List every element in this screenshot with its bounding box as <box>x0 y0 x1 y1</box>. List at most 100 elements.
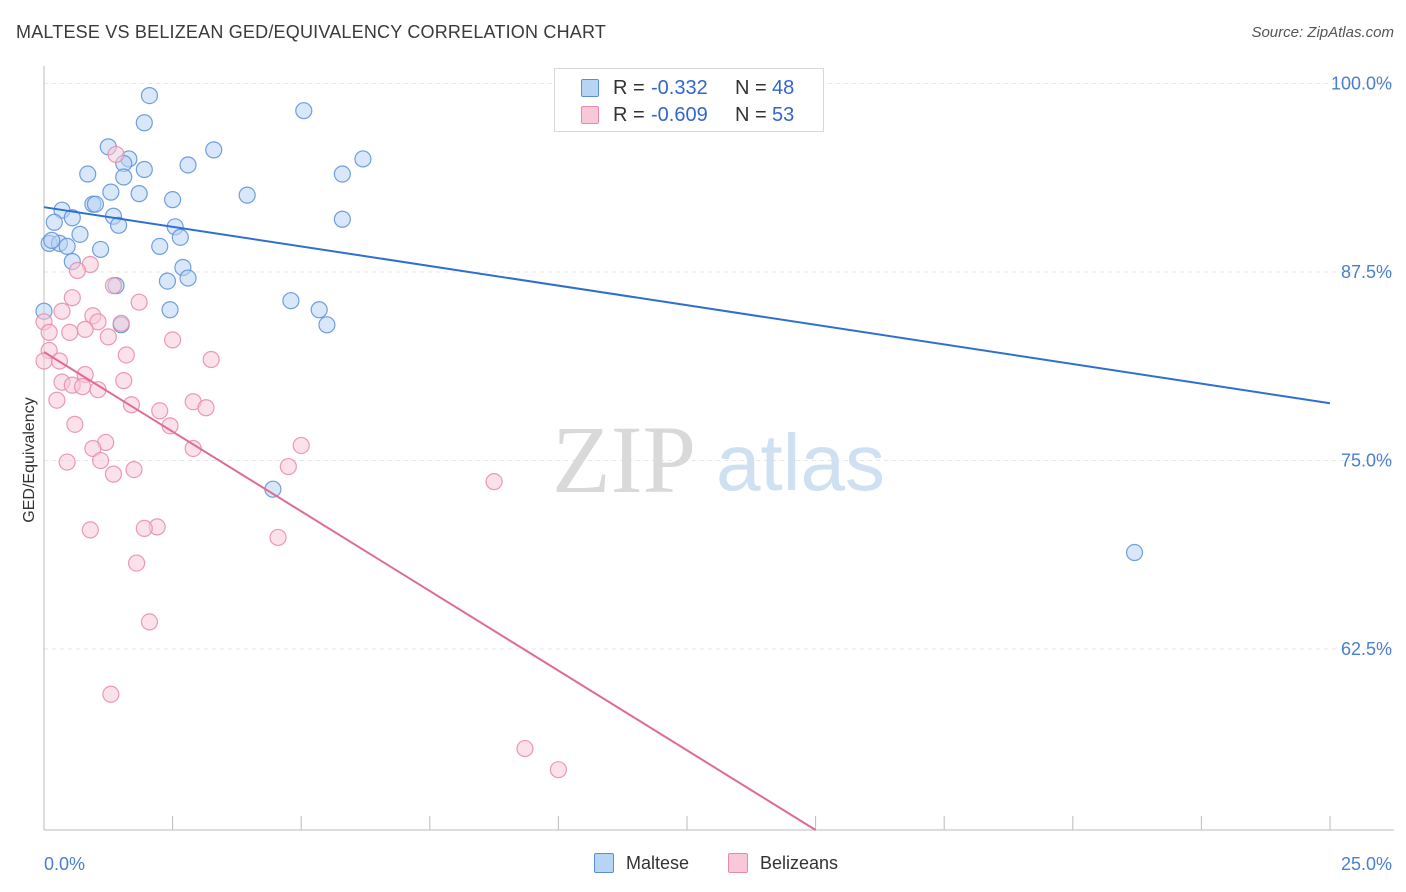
stats-legend: R = -0.332 N = 48 R = -0.609 N = 53 <box>554 68 824 132</box>
data-point <box>202 350 220 369</box>
data-point <box>84 439 102 458</box>
watermark-atlas: atlas <box>716 418 885 507</box>
data-point <box>91 240 110 259</box>
data-point <box>63 289 81 307</box>
source-label: Source: ZipAtlas.com <box>1251 24 1394 41</box>
data-point <box>66 415 84 433</box>
data-point <box>53 302 71 320</box>
data-point <box>89 313 107 331</box>
data-point <box>81 521 99 539</box>
data-point <box>107 145 125 164</box>
data-point <box>516 739 534 758</box>
data-point <box>45 213 63 231</box>
data-point <box>48 391 66 409</box>
belizeans-swatch <box>581 106 599 124</box>
data-point <box>151 402 169 420</box>
y-tick-label: 62.5% <box>1341 639 1392 659</box>
y-tick-label: 75.0% <box>1341 451 1392 471</box>
data-point <box>125 460 143 479</box>
data-point <box>269 528 287 547</box>
data-point <box>310 301 328 319</box>
data-point <box>115 372 133 390</box>
data-point <box>158 272 177 290</box>
data-point <box>86 195 105 213</box>
data-point <box>279 457 297 476</box>
x-tick-label: 25.0% <box>1341 854 1392 874</box>
watermark-zip: ZIP <box>552 406 696 513</box>
tick-labels: 62.5% 75.0% 87.5% 100.0% 0.0% 25.0% <box>44 74 1392 874</box>
belizeans-swatch <box>728 853 748 873</box>
data-point <box>164 331 182 349</box>
trend-lines <box>43 206 1331 831</box>
data-point <box>171 228 189 246</box>
data-point <box>102 685 120 703</box>
data-point <box>161 301 179 319</box>
y-tick-label: 87.5% <box>1341 262 1392 282</box>
data-point <box>99 328 117 346</box>
data-point <box>40 323 58 341</box>
maltese-swatch <box>594 853 614 873</box>
data-point <box>179 156 197 174</box>
data-point <box>318 316 336 334</box>
data-point <box>115 168 133 186</box>
gridlines <box>44 83 1394 650</box>
data-point <box>485 473 503 491</box>
data-point <box>58 237 76 256</box>
maltese-swatch <box>581 79 599 97</box>
n-label: N = <box>735 104 767 126</box>
data-point <box>333 210 351 228</box>
data-point <box>549 761 568 779</box>
data-point <box>112 314 130 332</box>
r-label: R = <box>613 77 645 99</box>
chart-title: MALTESE VS BELIZEAN GED/EQUIVALENCY CORR… <box>16 22 607 42</box>
data-point <box>292 436 310 455</box>
watermark: ZIP atlas <box>552 406 885 513</box>
data-point <box>63 209 81 227</box>
series-belizeans-points <box>35 145 568 779</box>
axes <box>43 66 1394 831</box>
data-point <box>1125 543 1144 562</box>
data-point <box>71 225 89 243</box>
data-point <box>295 102 313 120</box>
data-point <box>68 261 87 280</box>
data-point <box>91 451 110 470</box>
x-tick-label: 0.0% <box>44 854 85 874</box>
data-point <box>135 519 153 538</box>
data-point <box>43 231 61 249</box>
data-point <box>135 114 153 132</box>
data-point <box>179 269 197 287</box>
data-point <box>140 87 159 105</box>
n-value: 48 <box>772 77 795 99</box>
data-point <box>109 216 128 234</box>
data-point <box>164 191 182 209</box>
legend-label: Maltese <box>626 853 690 873</box>
data-point <box>127 554 146 572</box>
data-point <box>58 453 76 471</box>
data-point <box>79 165 97 183</box>
data-point <box>354 150 372 168</box>
n-value: 53 <box>772 104 795 126</box>
data-point <box>282 292 300 310</box>
data-point <box>130 185 148 203</box>
data-point <box>76 320 94 338</box>
data-point <box>102 183 120 201</box>
data-point <box>117 346 135 364</box>
n-label: N = <box>735 77 767 99</box>
r-value: -0.332 <box>651 77 708 99</box>
data-point <box>140 613 159 631</box>
data-point <box>61 323 79 341</box>
data-point <box>73 378 92 396</box>
data-point <box>104 465 123 483</box>
data-point <box>333 165 351 183</box>
trend-line <box>43 206 1331 405</box>
data-point <box>205 141 223 159</box>
trend-line <box>43 351 817 831</box>
data-point <box>238 186 256 204</box>
r-label: R = <box>613 104 645 126</box>
r-value: -0.609 <box>651 104 708 126</box>
data-point <box>104 277 123 295</box>
legend-label: Belizeans <box>760 853 839 873</box>
data-point <box>135 160 153 179</box>
data-point <box>130 293 148 311</box>
